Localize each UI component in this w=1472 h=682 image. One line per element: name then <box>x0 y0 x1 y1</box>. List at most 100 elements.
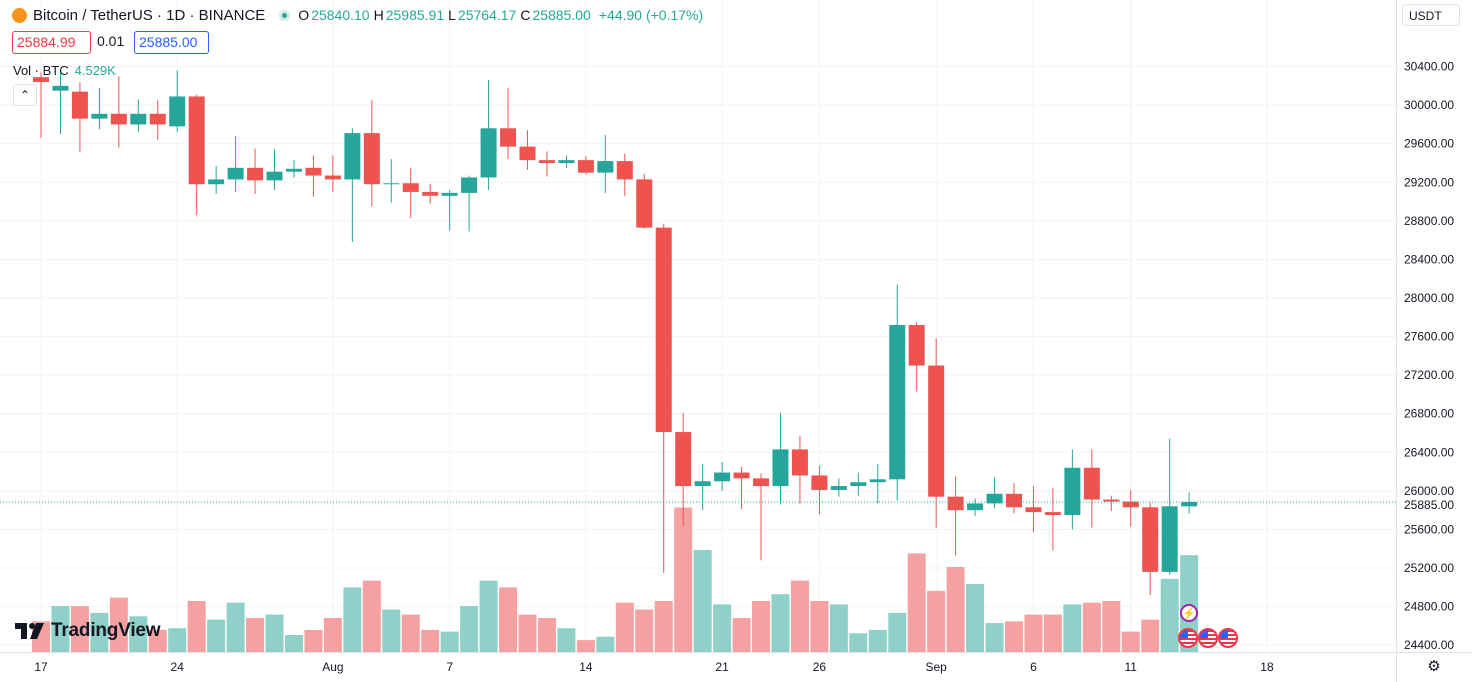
volume-bar <box>1024 614 1043 652</box>
candle-body <box>402 183 419 192</box>
volume-bar <box>810 601 829 652</box>
price-tick-label: 25600.00 <box>1404 522 1454 536</box>
candle-body <box>597 161 614 173</box>
volume-bar <box>966 584 985 652</box>
candle-body <box>577 160 594 173</box>
us-flag-event-icon[interactable] <box>1198 628 1218 648</box>
volume-bar <box>849 633 868 652</box>
volume-value: 4.529K <box>74 63 116 78</box>
currency-select[interactable]: USDT <box>1402 4 1460 26</box>
price-tick-label: 29200.00 <box>1404 175 1454 189</box>
close-value: 25885.00 <box>532 7 591 23</box>
change-value: +44.90 (+0.17%) <box>598 7 704 23</box>
time-tick-label: 11 <box>1125 660 1138 674</box>
candle-body <box>519 146 536 161</box>
candle-body <box>422 191 439 196</box>
price-tick-label: 27200.00 <box>1404 368 1454 382</box>
candle-body <box>149 113 166 125</box>
sell-button[interactable]: 25884.99 <box>12 31 91 54</box>
bitcoin-icon <box>12 7 27 23</box>
price-tick-label: 26800.00 <box>1404 407 1454 421</box>
candle-body <box>247 167 264 181</box>
volume-bar <box>246 618 265 652</box>
volume-bar <box>635 609 654 652</box>
candle-body <box>1122 501 1139 508</box>
collapse-legend-button[interactable]: ⌃ <box>13 84 37 106</box>
candle-body <box>1044 512 1061 515</box>
candle-body <box>986 493 1003 504</box>
volume-bar <box>790 580 809 652</box>
candle-body <box>889 325 906 480</box>
volume-bar <box>90 612 109 652</box>
volume-bar <box>752 601 771 652</box>
us-flag-event-icon[interactable] <box>1218 628 1238 648</box>
time-tick-label: 6 <box>1030 660 1037 674</box>
volume-bar <box>888 612 907 652</box>
candle-body <box>636 179 653 228</box>
price-tick-label: 25200.00 <box>1404 561 1454 575</box>
settings-gear-icon[interactable]: ⚙ <box>1427 658 1441 675</box>
buy-button[interactable]: 25885.00 <box>134 31 209 54</box>
volume-bar <box>1043 614 1062 652</box>
candle-body <box>1142 507 1159 572</box>
high-value: 25985.91 <box>385 7 445 23</box>
candle-body <box>558 160 575 164</box>
volume-bar <box>401 614 420 652</box>
low-label: L <box>448 7 456 23</box>
price-tick-label: 24800.00 <box>1404 600 1454 614</box>
candle-body <box>869 479 886 483</box>
volume-bar <box>654 601 673 652</box>
us-flag-event-icon[interactable] <box>1178 628 1198 648</box>
volume-bar <box>868 629 887 652</box>
candle-body <box>71 91 88 119</box>
candle-body <box>169 96 186 127</box>
candle-body <box>227 167 244 180</box>
volume-bar <box>460 606 479 652</box>
time-tick-label: 26 <box>813 660 827 674</box>
volume-bar <box>946 567 965 652</box>
tradingview-logo[interactable]: TradingView <box>15 620 161 642</box>
volume-bar <box>226 602 245 652</box>
volume-bar <box>927 590 946 652</box>
volume-bar <box>1082 602 1101 652</box>
candle-body <box>616 161 633 180</box>
candle-body <box>675 432 692 487</box>
volume-bar <box>771 594 790 652</box>
market-status-icon[interactable] <box>279 9 291 21</box>
price-tick-label: 28000.00 <box>1404 291 1454 305</box>
tradingview-brand: TradingView <box>51 620 161 641</box>
candle-body <box>324 175 341 180</box>
candle-body <box>363 133 380 185</box>
candle-body <box>383 183 400 185</box>
volume-bar <box>1005 621 1023 652</box>
volume-bar <box>109 597 128 652</box>
candle-body <box>110 113 127 125</box>
volume-bar <box>479 580 498 652</box>
volume-bar <box>362 580 381 652</box>
price-tick-label: 27600.00 <box>1404 330 1454 344</box>
volume-bar <box>421 629 440 652</box>
time-tick-label: 17 <box>34 660 48 674</box>
candle-body <box>1064 467 1081 515</box>
candle-body <box>830 486 847 490</box>
lightning-event-icon[interactable]: ⚡ <box>1180 604 1198 622</box>
candle-body <box>266 171 283 181</box>
time-tick-label: Aug <box>322 660 343 674</box>
volume-bar <box>732 618 751 652</box>
candle-body <box>733 472 750 479</box>
candle-body <box>908 325 925 366</box>
volume-bar <box>907 553 926 652</box>
volume-bar <box>187 601 206 652</box>
candle-body <box>91 113 108 119</box>
volume-bar <box>382 609 401 652</box>
volume-bar <box>284 635 303 652</box>
volume-bar <box>829 604 848 652</box>
volume-bar <box>168 628 187 652</box>
candle-body <box>33 77 49 83</box>
spread-value: 0.01 <box>97 33 125 49</box>
time-tick-label: 7 <box>446 660 453 674</box>
price-tick-label: 24400.00 <box>1404 638 1454 652</box>
volume-bar <box>440 631 459 652</box>
symbol-title[interactable]: Bitcoin / TetherUS · 1D · BINANCE <box>33 6 266 24</box>
